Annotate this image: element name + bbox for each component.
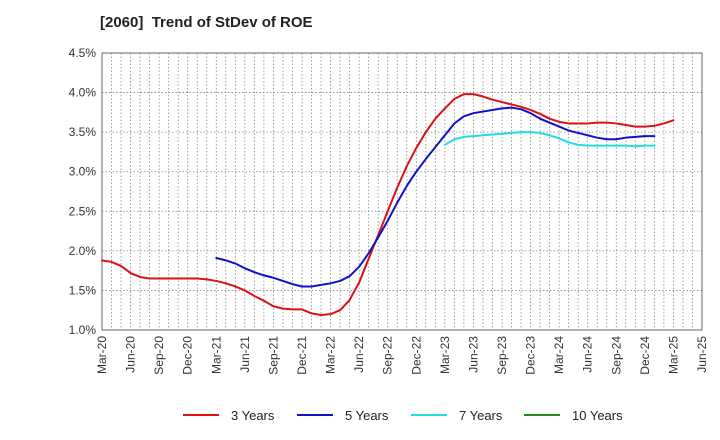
x-tick-label: Jun-21 [238,336,252,373]
y-tick-label: 2.0% [69,244,97,258]
x-tick-label: Mar-25 [666,336,680,374]
series-line-5-years [215,106,656,288]
legend-item-10-years: 10 Years [524,404,623,426]
x-tick-label: Sep-24 [609,336,623,375]
y-tick-label: 1.5% [69,283,97,297]
x-tick-label: Sep-22 [381,336,395,375]
y-tick-label: 3.0% [69,165,97,179]
legend-swatch-10-years [524,414,560,416]
x-tick-label: Dec-24 [638,336,652,375]
legend-item-3-years: 3 Years [183,404,274,426]
x-tick-label: Mar-22 [324,336,338,374]
x-tick-label: Dec-21 [295,336,309,375]
plot-border [101,52,703,331]
chart-title: [2060] Trend of StDev of ROE [100,14,313,31]
x-tick-label: Dec-22 [409,336,423,375]
x-tick-label: Mar-20 [95,336,109,374]
x-tick-label: Jun-22 [352,336,366,373]
x-tick-label: Jun-25 [695,336,709,373]
legend-label-7-years: 7 Years [459,407,503,423]
legend-item-5-years: 5 Years [297,404,388,426]
series-line-3-years [101,93,675,316]
x-tick-label: Dec-20 [181,336,195,375]
legend-label-10-years: 10 Years [572,407,623,423]
x-tick-label: Mar-23 [438,336,452,374]
x-tick-label: Sep-21 [266,336,280,375]
x-tick-label: Jun-20 [124,336,138,373]
grid-layer [102,53,702,330]
x-tick-label: Sep-20 [152,336,166,375]
y-tick-label: 2.5% [69,204,97,218]
y-tick-label: 1.0% [69,323,97,337]
x-tick-label: Dec-23 [524,336,538,375]
y-tick-label: 4.0% [69,86,97,100]
series-line-7-years [443,131,656,148]
x-tick-label: Mar-21 [209,336,223,374]
legend: 3 Years 5 Years 7 Years 10 Years [0,404,720,426]
x-tick-label: Sep-23 [495,336,509,375]
x-axis: Mar-20 Jun-20 Sep-20 Dec-20 Mar-21 Jun-21 Sep-… [95,336,709,375]
legend-label-3-years: 3 Years [231,407,275,423]
legend-swatch-5-years [297,414,333,416]
x-tick-label: Jun-24 [581,336,595,373]
x-tick-label: Mar-24 [552,336,566,374]
y-tick-label: 3.5% [69,125,97,139]
series-layer [101,93,675,316]
y-axis: 1.0% 1.5% 2.0% 2.5% 3.0% 3.5% 4.0% 4.5% [69,46,97,337]
legend-label-5-years: 5 Years [345,407,389,423]
legend-swatch-7-years [411,414,447,416]
y-tick-label: 4.5% [69,46,97,60]
plot-frame [101,52,703,331]
legend-item-7-years: 7 Years [411,404,502,426]
legend-swatch-3-years [183,414,219,416]
x-tick-label: Jun-23 [466,336,480,373]
